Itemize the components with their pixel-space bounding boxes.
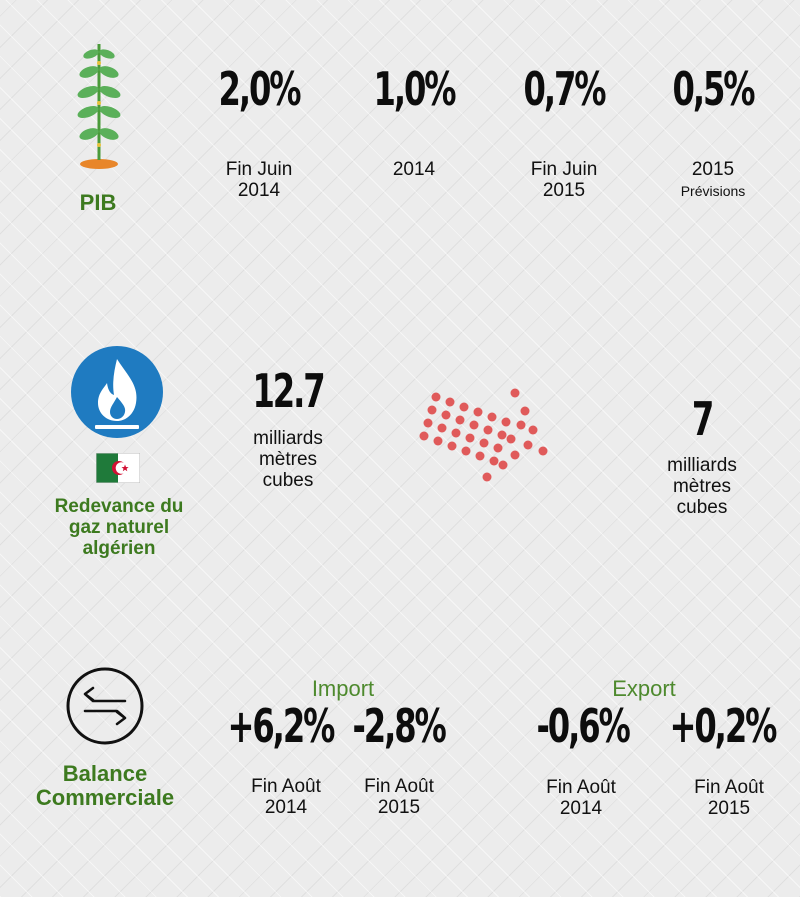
arrow-dot [483, 425, 493, 435]
pib-label-3b: 2015 [542, 180, 586, 201]
arrow-dot [489, 456, 499, 466]
arrow-dot [520, 406, 530, 416]
arrow-dot [523, 440, 533, 450]
export-label-1a: Fin Août [546, 777, 616, 798]
gaz-after-unit-1: milliards [667, 455, 737, 476]
export-label-1b: 2014 [559, 798, 603, 819]
import-label-1a: Fin Août [251, 776, 321, 797]
pib-value-3: 0,7% [523, 62, 607, 116]
arrow-dot [538, 446, 548, 456]
arrow-dot [475, 451, 485, 461]
gaz-title-line3: algérien [82, 538, 156, 559]
arrow-dot [445, 397, 455, 407]
arrow-dot [465, 433, 475, 443]
arrow-dot [455, 415, 465, 425]
pib-label-1b: 2014 [237, 180, 281, 201]
arrow-dot [441, 410, 451, 420]
plant-icon [74, 40, 124, 170]
import-label-2b: 2015 [377, 797, 421, 818]
arrow-dot [433, 436, 443, 446]
dotted-arrow-icon [415, 385, 555, 485]
gaz-after-unit-3: cubes [676, 497, 728, 518]
arrow-dot [459, 402, 469, 412]
arrow-dot [497, 430, 507, 440]
pib-label-1a: Fin Juin [225, 159, 293, 180]
arrow-dot [493, 443, 503, 453]
arrow-dot [423, 418, 433, 428]
import-value-2: -2,8% [352, 699, 447, 753]
gaz-before-unit-3: cubes [262, 470, 314, 491]
arrow-dot [498, 460, 508, 470]
pib-label-4a: 2015 [691, 159, 735, 180]
pib-value-1: 2,0% [218, 62, 302, 116]
arrow-dot [461, 446, 471, 456]
arrow-dot [419, 431, 429, 441]
pib-label-2a: 2014 [392, 159, 436, 180]
import-label-2a: Fin Août [364, 776, 434, 797]
export-label-2b: 2015 [707, 798, 751, 819]
arrow-dot [431, 392, 441, 402]
arrow-dot [451, 428, 461, 438]
gaz-after-value: 7 [691, 392, 714, 446]
arrow-dot [479, 438, 489, 448]
pib-label-3a: Fin Juin [530, 159, 598, 180]
export-heading: Export [612, 676, 676, 701]
arrow-dot [473, 407, 483, 417]
exchange-arrows-icon [65, 666, 145, 746]
export-value-2: +0,2% [669, 699, 778, 753]
arrow-dot [469, 420, 479, 430]
pib-value-2: 1,0% [373, 62, 457, 116]
gaz-before-unit-1: milliards [253, 428, 323, 449]
import-heading: Import [311, 676, 375, 701]
algeria-flag-icon [95, 452, 141, 484]
arrow-dot [528, 425, 538, 435]
gaz-after-unit-2: mètres [672, 476, 732, 497]
arrow-dot [437, 423, 447, 433]
import-value-1: +6,2% [227, 699, 336, 753]
import-label-1b: 2014 [264, 797, 308, 818]
export-value-1: -0,6% [536, 699, 631, 753]
export-label-2a: Fin Août [694, 777, 764, 798]
gaz-title-line2: gaz naturel [68, 517, 170, 538]
gaz-title-line1: Redevance du [54, 496, 184, 517]
pib-label-4b: Prévisions [680, 183, 746, 199]
arrow-dot [506, 434, 516, 444]
balance-title-line2: Commerciale [35, 785, 175, 810]
arrow-dot [510, 450, 520, 460]
gaz-before-unit-2: mètres [258, 449, 318, 470]
arrow-dot [516, 420, 526, 430]
arrow-dot [501, 417, 511, 427]
pib-title: PIB [79, 190, 117, 215]
arrow-dot [447, 441, 457, 451]
arrow-dot [482, 472, 492, 482]
gaz-before-value: 12.7 [252, 364, 325, 418]
gas-flame-icon [70, 345, 164, 439]
pib-value-4: 0,5% [672, 62, 756, 116]
arrow-dot [487, 412, 497, 422]
arrow-dot [510, 388, 520, 398]
arrow-dot [427, 405, 437, 415]
balance-title-line1: Balance [62, 761, 148, 786]
